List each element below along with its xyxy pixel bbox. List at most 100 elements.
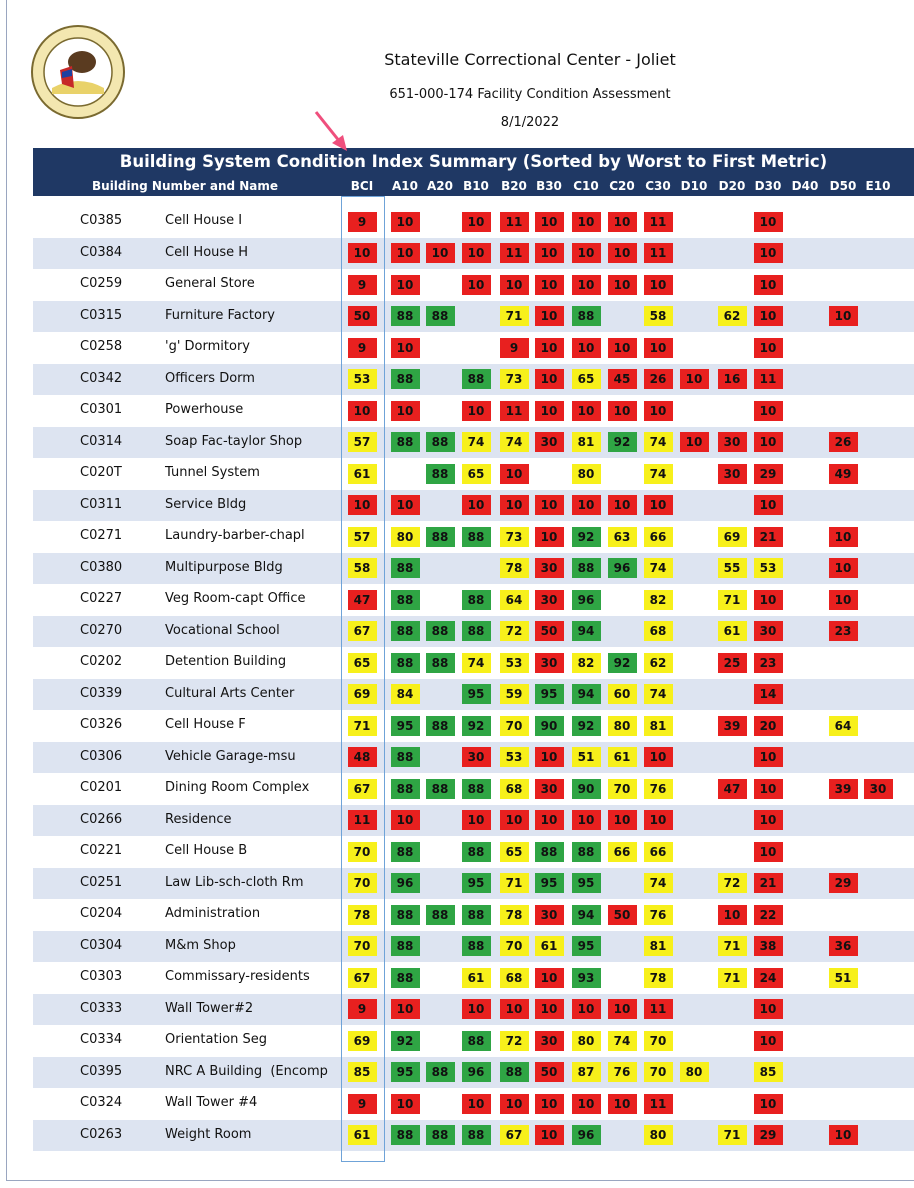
building-name: NRC A Building (Encomp bbox=[165, 1063, 328, 1079]
building-id: C0201 bbox=[80, 780, 123, 795]
metric-value: 92 bbox=[607, 432, 637, 452]
metric-value: 55 bbox=[717, 558, 747, 578]
metric-value: 10 bbox=[534, 337, 564, 358]
metric-value: 10 bbox=[717, 904, 747, 925]
building-name: Administration bbox=[165, 906, 261, 921]
building-name: Dining Room Complex bbox=[165, 780, 310, 795]
metric-value: 26 bbox=[828, 432, 858, 452]
doc-title: Stateville Correctional Center - Joliet bbox=[384, 50, 676, 69]
metric-value: 11 bbox=[643, 1093, 673, 1114]
metric-value: 23 bbox=[828, 621, 858, 641]
metric-value: 88 bbox=[390, 778, 420, 799]
metric-value: 74 bbox=[461, 652, 491, 673]
metric-value: 10 bbox=[643, 400, 673, 421]
metric-value: 11 bbox=[499, 211, 529, 232]
metric-value: 10 bbox=[571, 211, 601, 232]
column-header: A20 bbox=[427, 179, 453, 193]
metric-value: 50 bbox=[534, 1062, 564, 1082]
bci-value: 67 bbox=[347, 621, 377, 641]
bci-highlight bbox=[341, 196, 385, 1162]
metric-value: 60 bbox=[607, 684, 637, 704]
metric-value: 88 bbox=[390, 369, 420, 389]
building-id: C0306 bbox=[80, 748, 123, 764]
metric-value: 11 bbox=[753, 369, 783, 389]
metric-value: 65 bbox=[571, 369, 601, 389]
metric-value: 76 bbox=[607, 1062, 637, 1082]
metric-value: 68 bbox=[499, 967, 529, 988]
bci-value: 70 bbox=[347, 873, 377, 893]
metric-value: 10 bbox=[390, 243, 420, 263]
bci-value: 57 bbox=[347, 432, 377, 452]
bci-value: 10 bbox=[347, 243, 377, 263]
metric-value: 10 bbox=[753, 778, 783, 799]
building-id: C0314 bbox=[80, 433, 123, 449]
bci-value: 61 bbox=[347, 1125, 377, 1145]
table-title: Building System Condition Index Summary … bbox=[119, 152, 828, 171]
building-name: Service Bldg bbox=[165, 496, 247, 512]
metric-value: 10 bbox=[679, 369, 709, 389]
metric-value: 68 bbox=[499, 778, 529, 799]
column-header: C10 bbox=[573, 179, 599, 193]
metric-value: 39 bbox=[828, 778, 858, 799]
metric-value: 70 bbox=[607, 778, 637, 799]
metric-value: 88 bbox=[425, 621, 455, 641]
metric-value: 88 bbox=[425, 432, 455, 452]
metric-value: 88 bbox=[390, 621, 420, 641]
metric-value: 10 bbox=[753, 432, 783, 452]
bci-value: 78 bbox=[347, 904, 377, 925]
metric-value: 10 bbox=[390, 211, 420, 232]
metric-value: 10 bbox=[753, 810, 783, 830]
column-header: D40 bbox=[791, 179, 819, 193]
column-header: C30 bbox=[645, 179, 671, 193]
metric-value: 95 bbox=[571, 873, 601, 893]
bci-value: 67 bbox=[347, 967, 377, 988]
metric-value: 10 bbox=[390, 337, 420, 358]
building-name: Veg Room-capt Office bbox=[165, 591, 306, 606]
metric-value: 72 bbox=[499, 1030, 529, 1051]
metric-value: 88 bbox=[461, 1125, 491, 1145]
metric-value: 70 bbox=[499, 936, 529, 956]
metric-value: 80 bbox=[571, 1030, 601, 1051]
metric-value: 72 bbox=[717, 873, 747, 893]
metric-value: 81 bbox=[643, 715, 673, 736]
bci-value: 70 bbox=[347, 841, 377, 862]
metric-value: 10 bbox=[571, 810, 601, 830]
building-name: Cell House F bbox=[165, 717, 246, 732]
bci-value: 53 bbox=[347, 369, 377, 389]
metric-value: 53 bbox=[499, 652, 529, 673]
metric-value: 10 bbox=[390, 274, 420, 295]
metric-value: 10 bbox=[534, 495, 564, 515]
metric-value: 95 bbox=[461, 684, 491, 704]
metric-value: 88 bbox=[534, 841, 564, 862]
bci-value: 47 bbox=[347, 589, 377, 610]
page-frame bbox=[6, 0, 914, 1181]
metric-value: 82 bbox=[571, 652, 601, 673]
metric-value: 10 bbox=[534, 306, 564, 326]
metric-value: 96 bbox=[571, 589, 601, 610]
building-name: Commissary-residents bbox=[165, 969, 310, 984]
metric-value: 88 bbox=[390, 841, 420, 862]
metric-value: 11 bbox=[643, 243, 673, 263]
metric-value: 61 bbox=[534, 936, 564, 956]
building-id: C0221 bbox=[80, 843, 123, 858]
metric-value: 10 bbox=[828, 558, 858, 578]
column-header: B10 bbox=[463, 179, 489, 193]
metric-value: 78 bbox=[643, 967, 673, 988]
metric-value: 11 bbox=[499, 243, 529, 263]
metric-value: 74 bbox=[643, 463, 673, 484]
metric-value: 73 bbox=[499, 526, 529, 547]
building-id: C0385 bbox=[80, 213, 123, 228]
metric-value: 88 bbox=[461, 778, 491, 799]
metric-value: 70 bbox=[499, 715, 529, 736]
metric-value: 71 bbox=[717, 1125, 747, 1145]
building-id: C0324 bbox=[80, 1095, 123, 1110]
metric-value: 29 bbox=[753, 1125, 783, 1145]
metric-value: 10 bbox=[753, 589, 783, 610]
metric-value: 74 bbox=[643, 684, 673, 704]
metric-value: 92 bbox=[607, 652, 637, 673]
metric-value: 96 bbox=[607, 558, 637, 578]
metric-value: 10 bbox=[571, 274, 601, 295]
metric-value: 10 bbox=[607, 495, 637, 515]
metric-value: 92 bbox=[571, 715, 601, 736]
metric-value: 88 bbox=[461, 936, 491, 956]
